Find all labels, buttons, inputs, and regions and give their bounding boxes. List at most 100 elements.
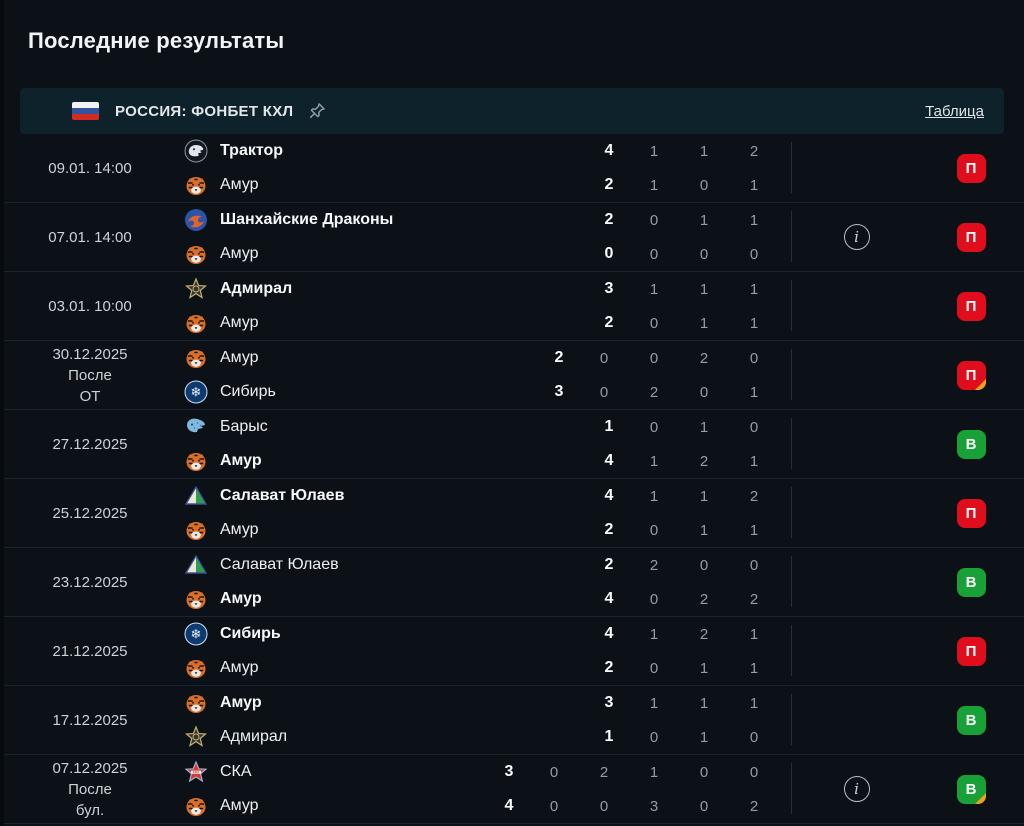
ska-logo-icon: СКА	[184, 760, 208, 784]
period-scores: 0 1 1	[629, 212, 779, 229]
team-score: 3	[604, 694, 614, 711]
match-row[interactable]: 07.12.2025 После бул. СКА СКА 3 0 2 1 0 0 Амур 4 0 0 3 0…	[4, 755, 1024, 824]
match-date-line: 07.01. 14:00	[48, 228, 132, 246]
period-score: 1	[749, 625, 759, 643]
period-scores: 0 1 1	[629, 522, 779, 539]
match-teams: Амур 3 1 1 1 Адмирал 1 0 1 0	[176, 686, 779, 754]
match-teams: Амур 2 0 0 2 0 ❄ Сибирь 3 0 2 0 1	[176, 341, 779, 409]
result-badge[interactable]: П	[956, 153, 986, 183]
period-scores: 0 2 1 0 0	[529, 764, 779, 781]
result-badge[interactable]: В	[956, 429, 986, 459]
pin-icon[interactable]	[307, 101, 327, 121]
period-score: 1	[749, 314, 759, 332]
match-date-line: бул.	[75, 801, 105, 819]
result-badge[interactable]: В	[956, 774, 986, 804]
period-score: 0	[649, 590, 659, 608]
team-name: Амур	[220, 521, 259, 538]
info-cell: i	[804, 203, 909, 271]
badge-cell: П	[918, 341, 1024, 409]
info-icon[interactable]: i	[843, 224, 870, 250]
team-line: Салават Юлаев 4 1 1 2	[176, 479, 779, 513]
period-score: 3	[649, 797, 659, 815]
team-name: Барыс	[220, 418, 268, 435]
period-score: 1	[699, 521, 709, 539]
team-line: СКА СКА 3 0 2 1 0 0	[176, 755, 779, 789]
team-name: Салават Юлаев	[220, 556, 339, 573]
match-date-line: 27.12.2025	[52, 435, 128, 453]
period-score: 0	[599, 383, 609, 401]
badge-cell: В	[918, 755, 1024, 823]
amur-logo-icon	[184, 311, 208, 335]
team-name: Амур	[220, 176, 259, 193]
row-divider	[791, 349, 792, 400]
team-line: Амур 3 1 1 1	[176, 686, 779, 720]
period-score: 2	[699, 349, 709, 367]
barys-logo-icon	[184, 415, 208, 439]
amur-logo-icon	[184, 173, 208, 197]
russia-flag-icon	[72, 102, 99, 120]
period-scores: 1 2 1	[629, 626, 779, 643]
period-scores: 1 1 1	[629, 695, 779, 712]
period-score: 1	[649, 280, 659, 298]
match-row[interactable]: 03.01. 10:00 Адмирал 3 1 1 1 Амур 2 0 1 1 П	[4, 272, 1024, 341]
team-name: Сибирь	[220, 625, 281, 642]
period-score: 2	[699, 590, 709, 608]
period-scores: 0 0 3 0 2	[529, 798, 779, 815]
result-badge[interactable]: В	[956, 567, 986, 597]
period-score: 0	[699, 763, 709, 781]
match-row[interactable]: 25.12.2025 Салават Юлаев 4 1 1 2 Амур 2 0 1 1 П	[4, 479, 1024, 548]
match-date-line: 17.12.2025	[52, 711, 128, 729]
team-score: 4	[604, 452, 614, 469]
row-divider	[791, 142, 792, 193]
period-scores: 0 0 0	[629, 246, 779, 263]
team-line: Амур 2 0 0 2 0	[176, 341, 779, 375]
match-date-line: 09.01. 14:00	[48, 159, 132, 177]
match-date: 09.01. 14:00	[4, 134, 176, 202]
info-icon[interactable]: i	[843, 776, 870, 802]
team-score: 2	[604, 314, 614, 331]
period-score: 0	[749, 245, 759, 263]
match-date-line: После	[68, 366, 112, 384]
result-badge[interactable]: П	[956, 636, 986, 666]
period-scores: 0 2 0 1	[579, 384, 779, 401]
league-header[interactable]: РОССИЯ: ФОНБЕТ КХЛ Таблица	[20, 88, 1004, 134]
match-teams: Шанхайские Драконы 2 0 1 1 Амур 0 0 0 0	[176, 203, 779, 271]
period-scores: 0 1 1	[629, 315, 779, 332]
badge-cell: П	[918, 617, 1024, 685]
period-score: 1	[699, 487, 709, 505]
period-scores: 0 0 2 0	[579, 350, 779, 367]
match-row[interactable]: 21.12.2025 ❄ Сибирь 4 1 2 1 Амур 2 0 1 1 П	[4, 617, 1024, 686]
team-name: СКА	[220, 763, 252, 780]
team-score: 3	[504, 763, 514, 780]
team-line: Адмирал 1 0 1 0	[176, 720, 779, 754]
period-score: 0	[649, 349, 659, 367]
result-badge[interactable]: В	[956, 705, 986, 735]
period-score: 1	[749, 211, 759, 229]
row-divider	[791, 694, 792, 745]
team-score: 2	[604, 521, 614, 538]
team-score: 3	[604, 280, 614, 297]
team-name: Трактор	[220, 142, 284, 159]
team-name: Адмирал	[220, 728, 288, 745]
match-row[interactable]: 30.12.2025 После ОТ Амур 2 0 0 2 0 ❄ Сибирь 3 0 2 0 1 П	[4, 341, 1024, 410]
match-row[interactable]: 17.12.2025 Амур 3 1 1 1 Адмирал 1 0 1 0 В	[4, 686, 1024, 755]
team-score: 0	[604, 245, 614, 262]
result-badge[interactable]: П	[956, 222, 986, 252]
period-score: 1	[749, 659, 759, 677]
match-row[interactable]: 09.01. 14:00 Трактор 4 1 1 2 Амур 2 1 0 1 П	[4, 134, 1024, 203]
result-badge[interactable]: П	[956, 291, 986, 321]
result-badge[interactable]: П	[956, 360, 986, 390]
row-divider	[791, 487, 792, 538]
team-score: 2	[604, 556, 614, 573]
period-score: 0	[649, 659, 659, 677]
table-link[interactable]: Таблица	[925, 102, 984, 120]
match-row[interactable]: 23.12.2025 Салават Юлаев 2 2 0 0 Амур 4 0 2 2 В	[4, 548, 1024, 617]
result-badge[interactable]: П	[956, 498, 986, 528]
match-row[interactable]: 27.12.2025 Барыс 1 0 1 0 Амур 4 1 2 1 В	[4, 410, 1024, 479]
period-scores: 1 1 2	[629, 488, 779, 505]
info-cell	[804, 548, 909, 616]
period-score: 1	[649, 176, 659, 194]
team-score: 2	[604, 659, 614, 676]
match-row[interactable]: 07.01. 14:00 Шанхайские Драконы 2 0 1 1 Амур 0 0…	[4, 203, 1024, 272]
team-name: Адмирал	[220, 280, 293, 297]
